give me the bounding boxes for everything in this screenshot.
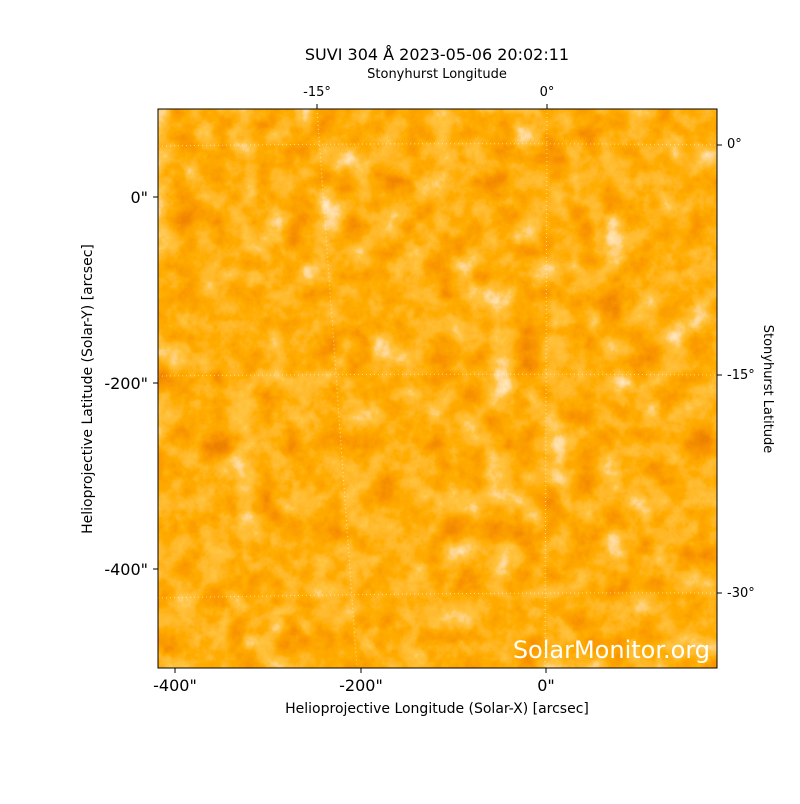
x-tick-label: -400" — [153, 676, 197, 695]
top-tick-label: -15° — [303, 85, 331, 100]
x-tick-label: -200" — [339, 676, 383, 695]
x-tick-label: 0" — [537, 676, 555, 695]
grid-line — [316, 108, 358, 669]
right-axis-label: Stonyhurst Latitude — [760, 325, 775, 454]
y-tick-label: 0" — [130, 188, 148, 207]
y-axis-label: Helioprojective Latitude (Solar-Y) [arcs… — [80, 244, 96, 534]
grid-line — [157, 592, 718, 599]
solar-image — [158, 109, 717, 668]
y-tick-label: -400" — [104, 560, 148, 579]
grid-line — [157, 373, 718, 377]
top-tick-label: 0° — [540, 85, 555, 100]
right-tick-label: -15° — [727, 368, 755, 383]
watermark: SolarMonitor.org — [513, 636, 710, 664]
frame — [157, 108, 718, 669]
right-tick-label: 0° — [727, 137, 742, 152]
ticks — [153, 104, 722, 673]
y-tick-label: -200" — [104, 374, 148, 393]
grid — [157, 108, 718, 669]
title: SUVI 304 Å 2023-05-06 20:02:11 — [305, 45, 569, 64]
x-axis-label: Helioprojective Longitude (Solar-X) [arc… — [285, 701, 589, 717]
right-tick-label: -30° — [727, 586, 755, 601]
top-axis-label: Stonyhurst Longitude — [367, 67, 507, 82]
grid-line — [157, 143, 718, 147]
